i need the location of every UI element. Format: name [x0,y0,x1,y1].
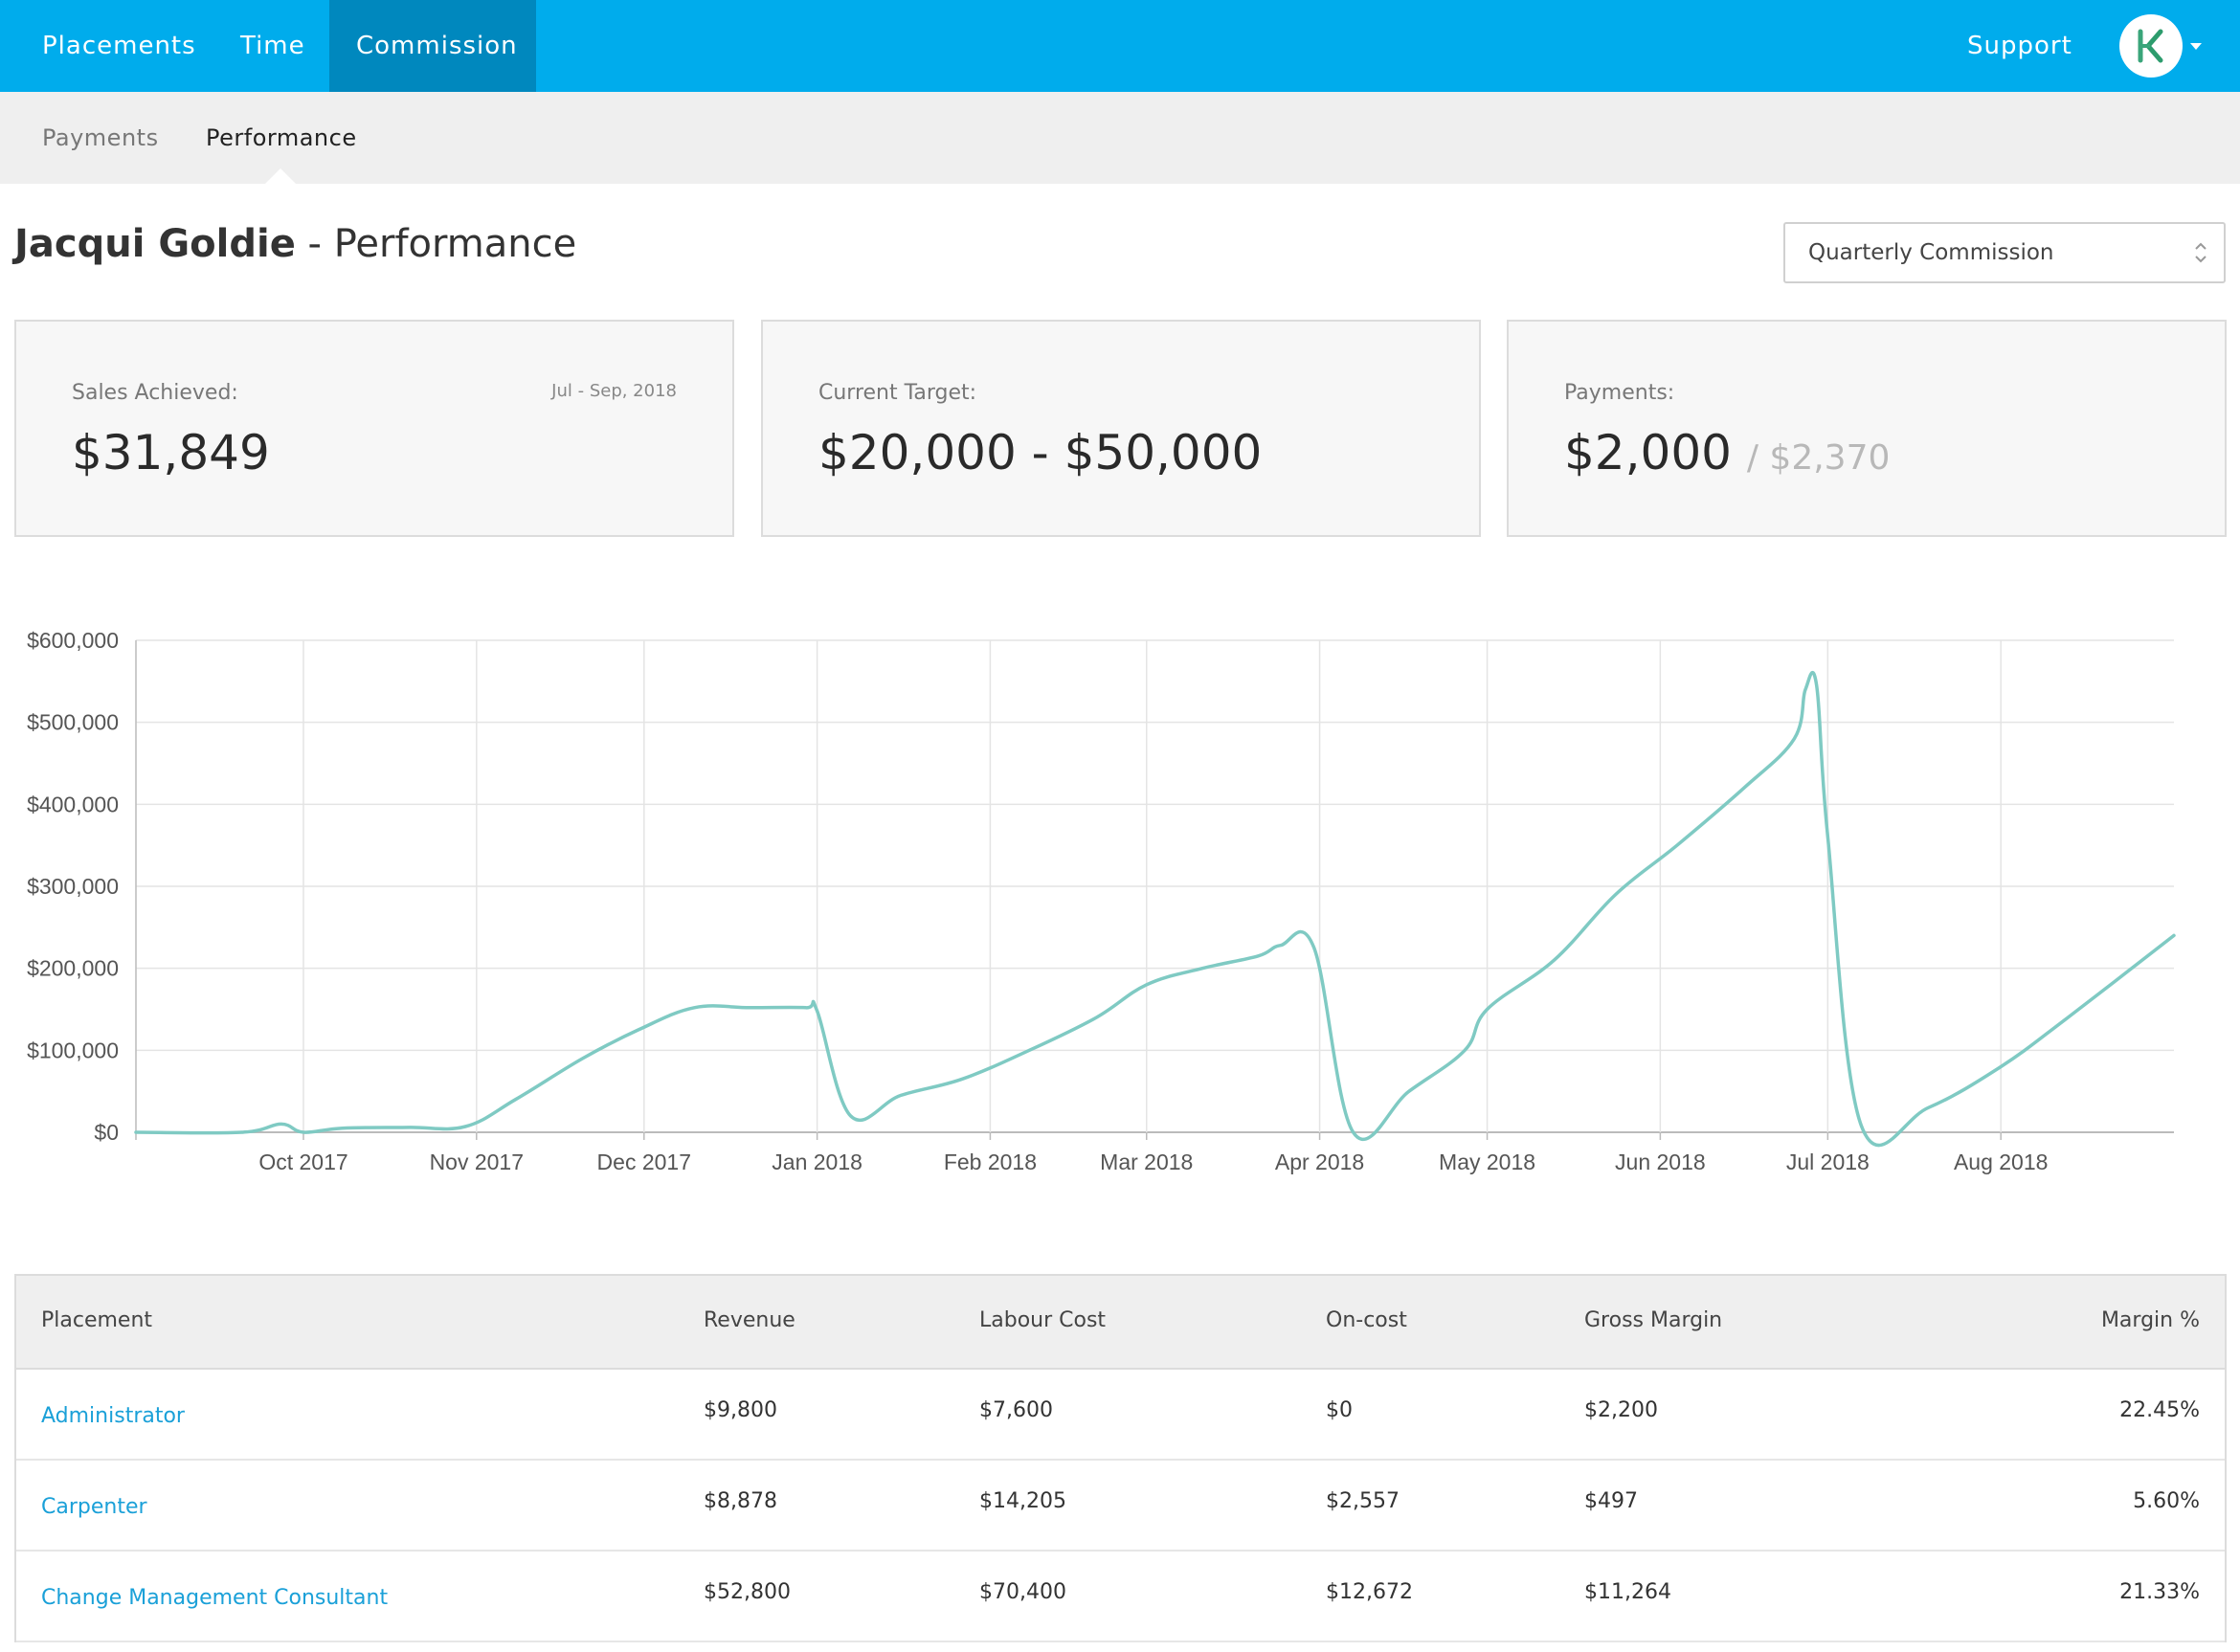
margin-pct-cell: 22.45% [2119,1398,2200,1422]
nav-item-placements[interactable]: Placements [42,32,196,60]
x-tick-label: Jun 2018 [1615,1150,1706,1174]
chart-grid [136,639,2174,1133]
col-margin-pct: Margin % [2100,1308,2200,1332]
table-row: Change Management Consultant $52,800 $70… [16,1552,2225,1642]
page-title: Jacqui Goldie - Performance [14,222,576,266]
y-tick-label: $100,000 [27,1038,119,1062]
chart-axes [135,640,2002,1140]
payments-total: / $2,370 [1746,438,1891,478]
table-header: Placement Revenue Labour Cost On-cost Gr… [16,1276,2225,1370]
y-tick-label: $400,000 [27,792,119,816]
placement-link[interactable]: Carpenter [41,1495,147,1519]
x-tick-label: Apr 2018 [1275,1150,1364,1174]
col-on-cost: On-cost [1326,1308,1407,1332]
x-axis-labels: Oct 2017 Nov 2017 Dec 2017 Jan 2018 Feb 2018… [258,1150,2048,1174]
x-tick-label: Jul 2018 [1786,1150,1870,1174]
page-section: Performance [333,222,577,266]
revenue-cell: $52,800 [704,1580,791,1604]
placement-link[interactable]: Change Management Consultant [41,1586,389,1610]
on-cost-cell: $2,557 [1326,1489,1400,1513]
employee-name: Jacqui Goldie [14,222,296,266]
current-target-card: Current Target: $20,000 - $50,000 [761,320,1481,537]
on-cost-cell: $12,672 [1326,1580,1413,1604]
x-tick-label: Jan 2018 [772,1150,862,1174]
x-tick-label: Feb 2018 [944,1150,1037,1174]
top-nav: Placements Time Commission Support [0,0,2240,92]
table-row: Administrator $9,800 $7,600 $0 $2,200 22… [16,1370,2225,1461]
current-target-label: Current Target: [818,381,977,405]
margin-pct-cell: 21.33% [2119,1580,2200,1604]
y-tick-label: $600,000 [27,628,119,653]
x-tick-label: Oct 2017 [258,1150,347,1174]
select-arrows-icon [2195,242,2206,263]
col-labour-cost: Labour Cost [979,1308,1107,1332]
tab-payments[interactable]: Payments [42,124,159,151]
active-tab-indicator [265,168,296,184]
payments-value: $2,000 [1564,425,1732,480]
sales-line [134,670,2176,1148]
performance-chart: $0 $100,000 $200,000 $300,000 $400,000 $500,0… [27,628,2176,1174]
sales-period: Jul - Sep, 2018 [551,381,677,401]
x-tick-label: May 2018 [1439,1150,1535,1174]
gross-margin-cell: $2,200 [1584,1398,1658,1422]
gross-margin-cell: $497 [1584,1489,1638,1513]
title-separator: - [295,222,334,266]
gross-margin-cell: $11,264 [1584,1580,1671,1604]
chevron-down-icon[interactable] [2190,43,2202,50]
y-tick-label: $0 [94,1120,119,1145]
nav-item-time[interactable]: Time [240,32,305,60]
col-gross-margin: Gross Margin [1584,1308,1723,1332]
hk-logo-icon [2138,29,2163,63]
payments-value-wrap: $2,000 / $2,370 [1564,425,1890,480]
sales-achieved-label: Sales Achieved: [72,381,238,405]
support-link[interactable]: Support [1967,32,2072,60]
y-tick-label: $300,000 [27,874,119,899]
labour-cost-cell: $70,400 [979,1580,1066,1604]
x-tick-label: Mar 2018 [1100,1150,1193,1174]
period-select-value: Quarterly Commission [1808,240,2054,265]
y-axis-labels: $0 $100,000 $200,000 $300,000 $400,000 $500,0… [27,628,119,1145]
sales-achieved-value: $31,849 [72,425,270,480]
nav-item-commission[interactable]: Commission [329,0,536,92]
placement-link[interactable]: Administrator [41,1404,185,1428]
x-tick-label: Nov 2017 [430,1150,524,1174]
revenue-cell: $9,800 [704,1398,777,1422]
tab-performance[interactable]: Performance [206,124,357,151]
labour-cost-cell: $7,600 [979,1398,1053,1422]
revenue-cell: $8,878 [704,1489,777,1513]
margin-pct-cell: 5.60% [2133,1489,2200,1513]
sales-achieved-card: Sales Achieved: Jul - Sep, 2018 $31,849 [14,320,734,537]
col-revenue: Revenue [704,1308,795,1332]
col-placement: Placement [41,1308,153,1332]
placements-table: Placement Revenue Labour Cost On-cost Gr… [14,1274,2227,1642]
y-tick-label: $200,000 [27,956,119,981]
period-select[interactable]: Quarterly Commission [1783,222,2226,283]
on-cost-cell: $0 [1326,1398,1353,1422]
x-tick-label: Dec 2017 [597,1150,691,1174]
x-tick-label: Aug 2018 [1954,1150,2048,1174]
avatar[interactable] [2119,14,2183,78]
payments-card: Payments: $2,000 / $2,370 [1507,320,2227,537]
sub-nav: Payments Performance [0,92,2240,184]
payments-label: Payments: [1564,381,1675,405]
table-row: Carpenter $8,878 $14,205 $2,557 $497 5.6… [16,1461,2225,1552]
y-tick-label: $500,000 [27,710,119,735]
current-target-value: $20,000 - $50,000 [818,425,1263,480]
labour-cost-cell: $14,205 [979,1489,1066,1513]
